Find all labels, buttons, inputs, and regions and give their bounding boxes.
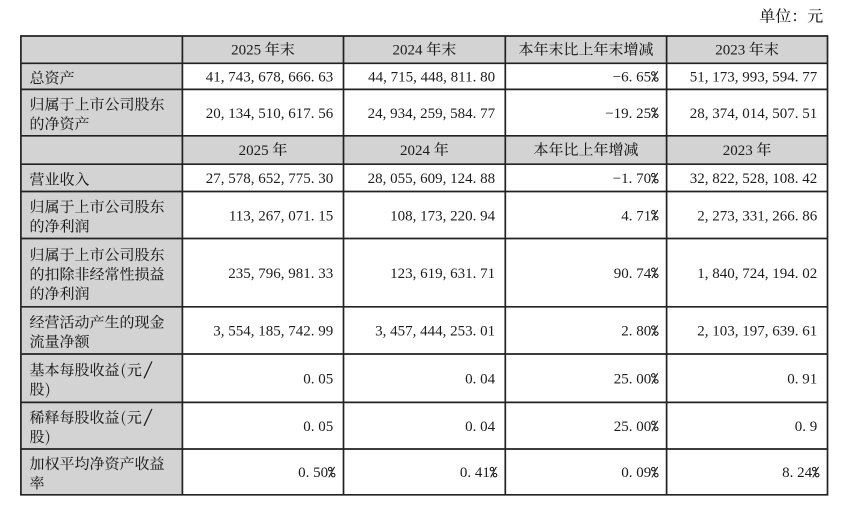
svg-text:2025: 2025 [231, 43, 261, 59]
svg-text:0. 91: 0. 91 [787, 372, 817, 388]
svg-text:27, 578, 652, 775. 30: 27, 578, 652, 775. 30 [206, 171, 334, 187]
svg-text:123, 619, 631. 71: 123, 619, 631. 71 [390, 266, 495, 282]
svg-text:90. 74: 90. 74 [614, 266, 652, 282]
svg-text:−1. 70: −1. 70 [613, 171, 651, 187]
svg-text:2025: 2025 [239, 143, 269, 159]
svg-text:235, 796, 981. 33: 235, 796, 981. 33 [228, 266, 333, 282]
svg-text:8. 24: 8. 24 [782, 465, 813, 481]
svg-text:108, 173, 220. 94: 108, 173, 220. 94 [390, 208, 496, 224]
svg-text:2024: 2024 [400, 143, 431, 159]
svg-text:44, 715, 448, 811. 80: 44, 715, 448, 811. 80 [368, 70, 495, 86]
svg-text:0. 05: 0. 05 [303, 372, 333, 388]
svg-text:−19. 25: −19. 25 [605, 106, 651, 122]
svg-text:24, 934, 259, 584. 77: 24, 934, 259, 584. 77 [368, 106, 496, 122]
svg-text:4. 71: 4. 71 [621, 208, 651, 224]
svg-text:1, 840, 724, 194. 02: 1, 840, 724, 194. 02 [697, 266, 817, 282]
svg-text:0. 05: 0. 05 [303, 419, 333, 435]
svg-text:32, 822, 528, 108. 42: 32, 822, 528, 108. 42 [690, 171, 818, 187]
svg-text:2. 80: 2. 80 [621, 324, 651, 340]
svg-text:2024: 2024 [393, 43, 424, 59]
svg-text:2, 273, 331, 266. 86: 2, 273, 331, 266. 86 [697, 208, 818, 224]
svg-text:−6. 65: −6. 65 [613, 70, 651, 86]
svg-text:20, 134, 510, 617. 56: 20, 134, 510, 617. 56 [206, 106, 334, 122]
svg-text:0. 09: 0. 09 [621, 465, 651, 481]
svg-text:0. 50: 0. 50 [298, 465, 328, 481]
svg-text:2, 103, 197, 639. 61: 2, 103, 197, 639. 61 [697, 324, 817, 340]
svg-text:28, 055, 609, 124. 88: 28, 055, 609, 124. 88 [368, 171, 496, 187]
svg-text:113, 267, 071. 15: 113, 267, 071. 15 [229, 208, 333, 224]
svg-text:3, 554, 185, 742. 99: 3, 554, 185, 742. 99 [213, 324, 333, 340]
svg-text:41, 743, 678, 666. 63: 41, 743, 678, 666. 63 [206, 70, 334, 86]
svg-text:2023: 2023 [715, 43, 745, 59]
svg-text:0. 41: 0. 41 [460, 465, 490, 481]
svg-text:2023: 2023 [723, 143, 753, 159]
svg-text:28, 374, 014, 507. 51: 28, 374, 014, 507. 51 [690, 106, 818, 122]
svg-text:3, 457, 444, 253. 01: 3, 457, 444, 253. 01 [375, 324, 495, 340]
svg-text:0. 9: 0. 9 [795, 419, 818, 435]
svg-text:25. 00: 25. 00 [614, 372, 652, 388]
svg-text:25. 00: 25. 00 [614, 419, 652, 435]
svg-text:51, 173, 993, 594. 77: 51, 173, 993, 594. 77 [690, 70, 818, 86]
svg-text:0. 04: 0. 04 [465, 372, 496, 388]
svg-text:0. 04: 0. 04 [465, 419, 496, 435]
